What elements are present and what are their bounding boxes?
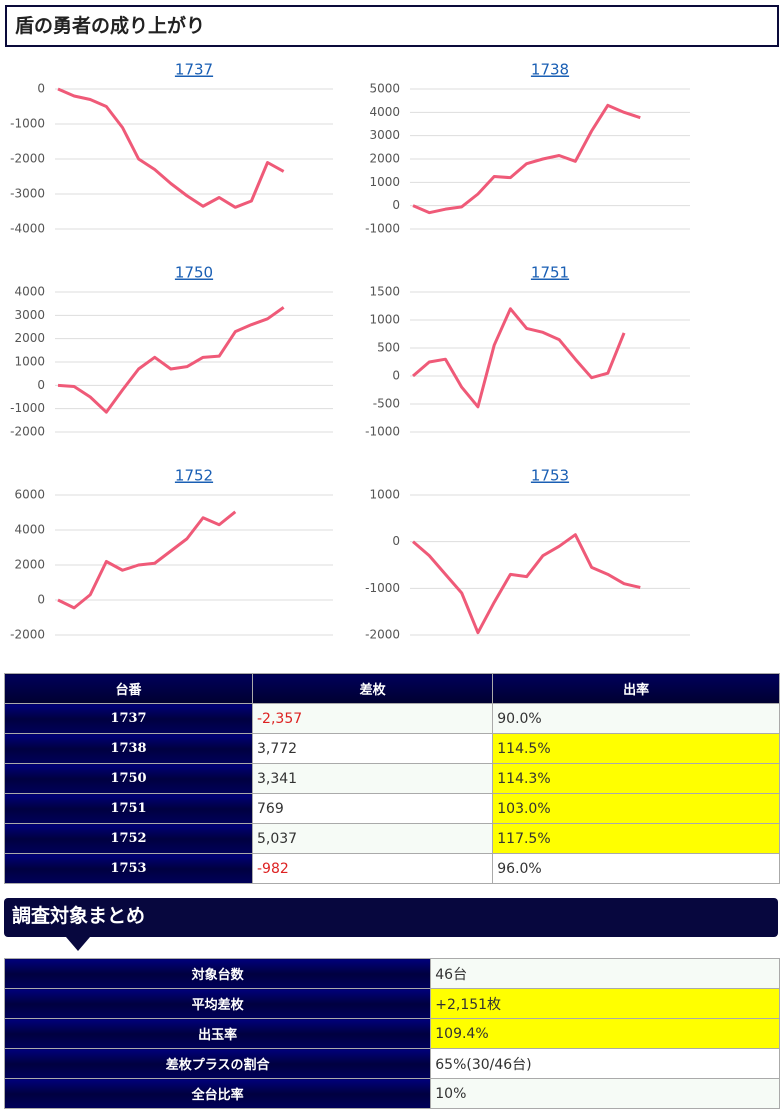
y-tick-label: 0 xyxy=(37,593,45,607)
y-tick-label: 0 xyxy=(392,534,400,548)
chart-title[interactable]: 1737 xyxy=(175,61,213,79)
summary-label: 対象台数 xyxy=(3,958,432,989)
summary-value: 109.4% xyxy=(430,1018,780,1049)
y-tick-label: -1000 xyxy=(365,222,400,236)
table-row: 対象台数 46台 xyxy=(3,958,780,989)
table-row: 1738 3,772 114.5% xyxy=(4,733,780,764)
y-tick-label: -1000 xyxy=(365,425,400,439)
chart-title[interactable]: 1752 xyxy=(175,467,213,485)
y-tick-label: -4000 xyxy=(10,222,45,236)
chart-title[interactable]: 1751 xyxy=(531,264,569,282)
y-tick-label: 4000 xyxy=(14,285,45,299)
banner-arrow xyxy=(66,937,90,951)
table-row: 平均差枚 +2,151枚 xyxy=(3,988,780,1019)
table-row: 台番 差枚 出率 xyxy=(4,673,780,704)
y-tick-label: -1000 xyxy=(10,117,45,131)
machine-number: 1738 xyxy=(4,733,253,764)
y-tick-label: 1000 xyxy=(369,313,400,327)
y-tick-label: 5000 xyxy=(369,82,400,96)
table-row: 1753 -982 96.0% xyxy=(4,853,780,884)
rate-value: 114.5% xyxy=(492,733,780,764)
y-tick-label: -1000 xyxy=(365,581,400,595)
y-tick-label: 1000 xyxy=(369,175,400,189)
machine-number: 1750 xyxy=(4,763,253,794)
y-tick-label: -1000 xyxy=(10,401,45,415)
y-tick-label: 1500 xyxy=(369,285,400,299)
y-tick-label: 0 xyxy=(392,198,400,212)
y-tick-label: -2000 xyxy=(365,628,400,642)
y-tick-label: -500 xyxy=(373,397,400,411)
summary-table: 対象台数 46台 平均差枚 +2,151枚 出玉率 109.4% 差枚プラスの割合 65%(3… xyxy=(3,958,780,1109)
y-tick-label: -2000 xyxy=(10,425,45,439)
summary-label: 全台比率 xyxy=(3,1078,432,1109)
diff-value: 769 xyxy=(251,793,494,824)
machine-number: 1753 xyxy=(4,853,253,884)
y-tick-label: -2000 xyxy=(10,628,45,642)
charts: 1737 -4000 -3000 -2000 -1000 0 1738 -1000 0 1000 2… xyxy=(10,61,690,642)
chart-title[interactable]: 1738 xyxy=(531,61,569,79)
rate-value: 96.0% xyxy=(492,853,780,884)
y-tick-label: 0 xyxy=(392,369,400,383)
data-line xyxy=(57,306,285,414)
rate-value: 103.0% xyxy=(492,793,780,824)
y-tick-label: 2000 xyxy=(14,331,45,345)
summary-value: +2,151枚 xyxy=(430,988,780,1019)
y-tick-label: -3000 xyxy=(10,187,45,201)
table-row: 1751 769 103.0% xyxy=(4,793,780,824)
summary-title: 調査対象まとめ xyxy=(4,898,778,937)
summary-label: 差枚プラスの割合 xyxy=(3,1048,432,1079)
chart-title[interactable]: 1750 xyxy=(175,264,213,282)
data-line xyxy=(57,87,285,209)
y-tick-label: 4000 xyxy=(369,105,400,119)
y-tick-label: 3000 xyxy=(369,128,400,142)
header-cell: 出率 xyxy=(492,673,780,704)
y-tick-label: 0 xyxy=(37,378,45,392)
table-row: 1750 3,341 114.3% xyxy=(4,763,780,794)
data-line xyxy=(412,533,641,635)
summary-label: 出玉率 xyxy=(3,1018,432,1049)
data-line xyxy=(57,510,237,610)
summary-label: 平均差枚 xyxy=(3,988,432,1019)
diff-value: -982 xyxy=(251,853,494,884)
summary-value: 46台 xyxy=(430,958,780,989)
machine-number: 1751 xyxy=(4,793,253,824)
table-row: 出玉率 109.4% xyxy=(3,1018,780,1049)
table-row: 全台比率 10% xyxy=(3,1078,780,1109)
diff-value: 3,772 xyxy=(251,733,494,764)
y-tick-label: 2000 xyxy=(369,152,400,166)
rate-value: 90.0% xyxy=(492,703,780,734)
machine-number: 1752 xyxy=(4,823,253,854)
machine-number: 1737 xyxy=(4,703,253,734)
header-cell: 差枚 xyxy=(251,673,494,704)
data-line xyxy=(412,307,626,409)
y-tick-label: 4000 xyxy=(14,523,45,537)
rate-value: 114.3% xyxy=(492,763,780,794)
table-row: 1752 5,037 117.5% xyxy=(4,823,780,854)
y-tick-label: 2000 xyxy=(14,558,45,572)
diff-value: -2,357 xyxy=(251,703,494,734)
y-tick-label: 0 xyxy=(37,82,45,96)
y-tick-label: 3000 xyxy=(14,308,45,322)
y-tick-label: 500 xyxy=(377,341,400,355)
data-table: 台番 差枚 出率 1737 -2,357 90.0% 1738 3,772 114.5% 1750… xyxy=(4,673,780,884)
summary-value: 65%(30/46台) xyxy=(430,1048,780,1079)
table-row: 1737 -2,357 90.0% xyxy=(4,703,780,734)
y-tick-label: -2000 xyxy=(10,152,45,166)
y-tick-label: 1000 xyxy=(369,488,400,502)
y-tick-label: 6000 xyxy=(14,488,45,502)
data-line xyxy=(412,103,641,215)
page-title: 盾の勇者の成り上がり xyxy=(5,5,779,47)
diff-value: 3,341 xyxy=(251,763,494,794)
header-cell: 台番 xyxy=(4,673,253,704)
summary-value: 10% xyxy=(430,1078,780,1109)
y-tick-label: 1000 xyxy=(14,355,45,369)
diff-value: 5,037 xyxy=(251,823,494,854)
table-row: 差枚プラスの割合 65%(30/46台) xyxy=(3,1048,780,1079)
rate-value: 117.5% xyxy=(492,823,780,854)
chart-title[interactable]: 1753 xyxy=(531,467,569,485)
